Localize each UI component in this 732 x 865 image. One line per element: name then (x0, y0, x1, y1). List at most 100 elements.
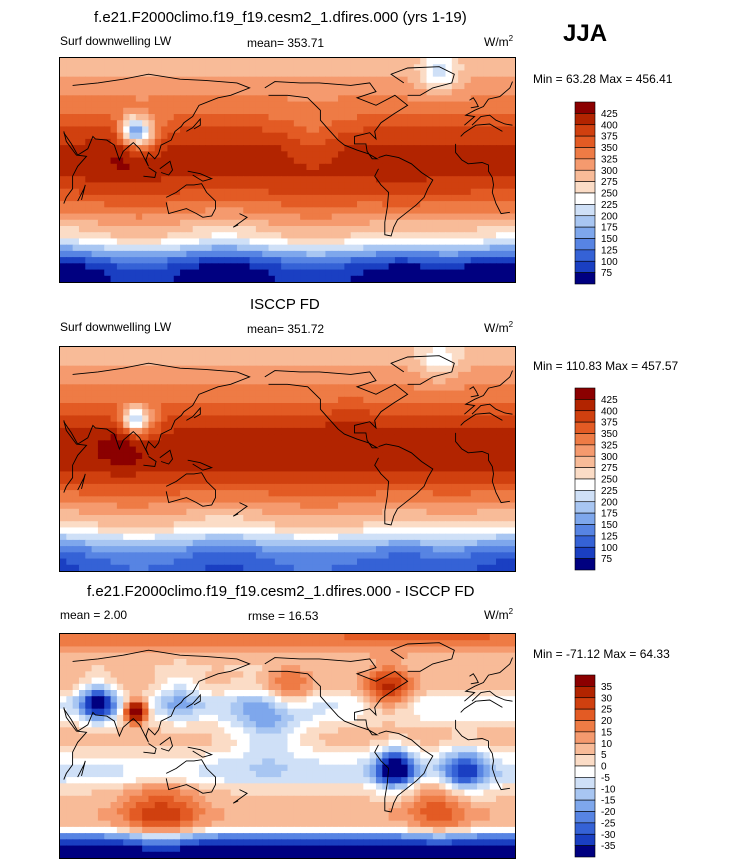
map-cell (154, 546, 162, 553)
map-cell (91, 527, 99, 535)
map-cell (85, 440, 93, 448)
map-cell (477, 89, 484, 96)
map-cell (104, 353, 112, 361)
map-cell (420, 378, 428, 385)
map-cell (205, 145, 213, 152)
map-cell (470, 490, 478, 497)
map-cell (439, 95, 447, 103)
map-cell (236, 232, 244, 240)
map-cell (192, 440, 200, 448)
map-cell (325, 371, 333, 379)
map-cell (268, 176, 276, 184)
map-cell (91, 477, 99, 485)
map-cell (217, 207, 225, 215)
map-cell (451, 238, 459, 246)
map-cell (268, 132, 276, 140)
map-cell (394, 170, 402, 177)
map-cell (312, 107, 320, 115)
map-cell (72, 384, 80, 392)
map-cell (287, 390, 295, 398)
map-cell (426, 151, 434, 159)
map-cell (60, 539, 67, 547)
map-cell (344, 347, 352, 354)
map-cell (439, 502, 447, 510)
map-cell (110, 182, 118, 190)
map-cell (116, 415, 124, 423)
map-cell (502, 163, 510, 171)
map-cell (432, 527, 440, 535)
map-cell (230, 275, 238, 282)
map-cell (388, 539, 396, 547)
map-cell (72, 132, 80, 140)
map-cell (104, 76, 112, 84)
map-cell (413, 250, 421, 258)
map-cell (319, 58, 327, 65)
map-cell (394, 82, 402, 90)
map-cell (306, 508, 314, 516)
map-cell (243, 138, 251, 146)
map-cell (236, 145, 244, 152)
map-cell (496, 213, 503, 221)
map-cell (451, 138, 459, 146)
map-cell (249, 244, 257, 252)
map-cell (344, 365, 352, 373)
map-cell (224, 263, 232, 271)
map-cell (439, 359, 447, 367)
map-cell (180, 459, 187, 466)
map-cell (458, 371, 466, 379)
map-cell (104, 415, 112, 423)
map-cell (186, 219, 194, 227)
map-cell (230, 101, 238, 109)
map-cell (110, 347, 118, 354)
map-cell (375, 232, 383, 240)
map-cell (66, 182, 74, 190)
map-cell (306, 157, 314, 165)
map-cell (496, 170, 503, 177)
map-cell (199, 58, 206, 65)
map-cell (489, 238, 497, 246)
map-cell (483, 213, 491, 221)
map-cell (375, 477, 383, 485)
map-cell (445, 58, 453, 65)
map-cell (344, 521, 352, 529)
map-cell (496, 275, 503, 282)
map-cell (319, 201, 327, 208)
map-cell (268, 157, 276, 165)
map-cell (357, 359, 364, 367)
map-cell (161, 546, 169, 553)
map-cell (205, 64, 213, 72)
map-cell (268, 434, 276, 441)
map-cell (312, 132, 320, 140)
map-cell (116, 359, 124, 367)
map-cell (192, 182, 200, 190)
map-cell (217, 70, 225, 78)
map-cell (173, 250, 181, 258)
map-cell (205, 269, 213, 277)
map-cell (338, 269, 345, 277)
map-cell (439, 107, 447, 115)
map-cell (123, 250, 131, 258)
map-cell (274, 82, 282, 90)
map-cell (60, 226, 67, 233)
map-cell (91, 483, 99, 491)
map-cell (413, 70, 421, 78)
map-cell (249, 70, 257, 78)
map-cell (426, 533, 434, 541)
map-cell (508, 238, 515, 246)
map-cell (306, 409, 314, 417)
map-cell (268, 257, 276, 264)
map-cell (116, 126, 124, 134)
map-cell (338, 521, 345, 529)
map-cell (60, 496, 67, 504)
map-cell (420, 396, 428, 404)
map-cell (72, 145, 80, 152)
map-cell (104, 546, 112, 553)
map-cell (268, 353, 276, 361)
map-cell (306, 459, 314, 466)
map-cell (496, 465, 503, 473)
map-cell (369, 126, 377, 134)
map-cell (306, 257, 314, 264)
map-cell (394, 244, 402, 252)
map-cell (394, 415, 402, 423)
map-cell (306, 396, 314, 404)
